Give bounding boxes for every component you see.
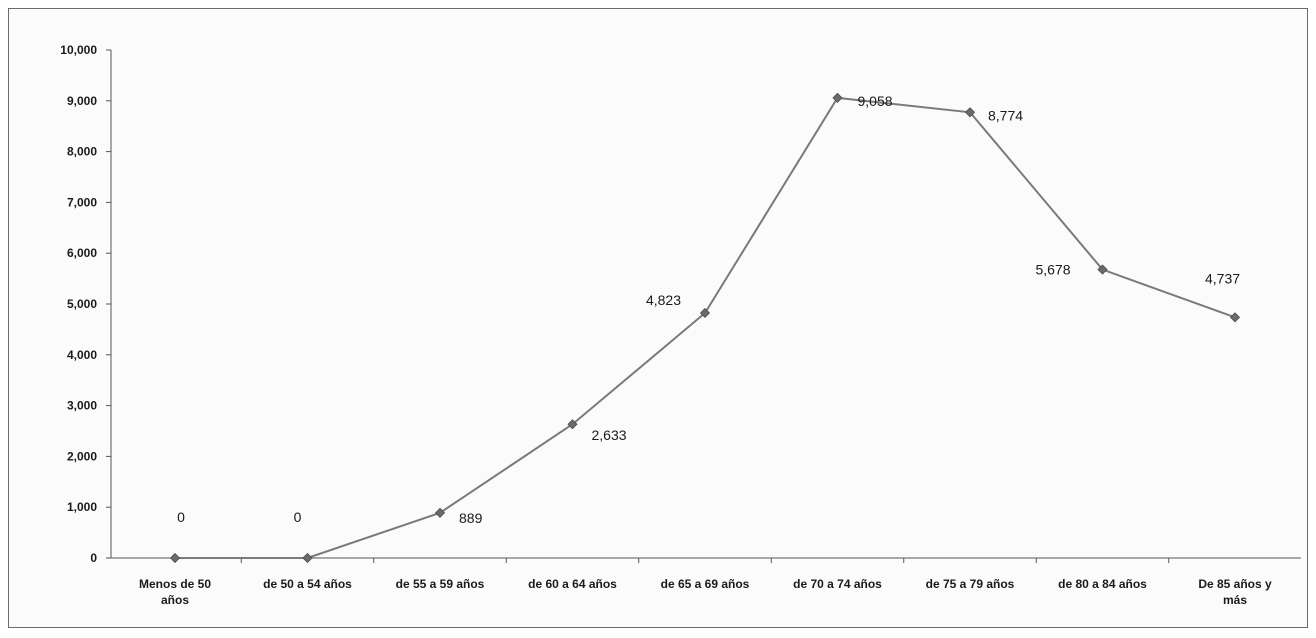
x-tick-label: de 65 a 69 años	[661, 577, 750, 591]
x-tick-label: de 55 a 59 años	[396, 577, 485, 591]
data-label-group: 0 0 889 2,633 4,823 9,058 8,774 5,678 4,737	[177, 93, 1240, 526]
y-tick-label: 7,000	[67, 195, 97, 209]
y-tick-label: 2,000	[67, 449, 97, 463]
data-point	[699, 307, 711, 319]
x-tick-label: de 60 a 64 años	[528, 577, 617, 591]
data-point	[302, 552, 313, 564]
axes: 0 1,000 2,000 3,000 4,000 5,000 6,000 7,000 8,00…	[60, 43, 1301, 607]
data-label: 4,823	[646, 292, 681, 308]
data-label: 9,058	[858, 93, 893, 109]
data-point	[434, 507, 446, 518]
x-tick-label: de 75 a 79 años	[926, 577, 1015, 591]
data-point	[1229, 312, 1241, 323]
data-point	[964, 107, 976, 118]
data-point	[832, 92, 843, 103]
x-tick-label: de 50 a 54 años	[263, 577, 352, 591]
y-tick-label: 9,000	[67, 94, 97, 108]
y-tick-label: 1,000	[67, 500, 97, 514]
data-label: 5,678	[1035, 262, 1070, 278]
data-point	[1097, 264, 1108, 275]
data-label: 889	[459, 510, 483, 526]
x-tick-label: de 80 a 84 años	[1058, 577, 1147, 591]
line-chart: 0 1,000 2,000 3,000 4,000 5,000 6,000 7,000 8,00…	[60, 43, 1301, 607]
series-line	[175, 96, 1236, 559]
x-tick-label: de 70 a 74 años	[793, 577, 882, 591]
marker-group	[169, 92, 1241, 564]
x-tick-label: Menos de 50 años	[139, 577, 211, 607]
data-label: 2,633	[592, 427, 627, 443]
y-tick-label: 3,000	[67, 399, 97, 413]
chart-frame: 0 1,000 2,000 3,000 4,000 5,000 6,000 7,000 8,00…	[8, 8, 1308, 628]
data-point	[567, 419, 578, 430]
y-tick-label: 0	[90, 551, 97, 565]
data-label: 0	[294, 509, 302, 525]
y-tick-label: 10,000	[60, 43, 97, 57]
x-tick-label: De 85 años y más	[1198, 577, 1272, 607]
data-label: 8,774	[988, 107, 1023, 123]
y-tick-label: 5,000	[67, 297, 97, 311]
data-point	[169, 552, 181, 564]
y-tick-label: 8,000	[67, 145, 97, 159]
series-line-group	[175, 96, 1236, 559]
y-tick-label: 6,000	[67, 246, 97, 260]
data-label: 4,737	[1205, 270, 1240, 286]
y-tick-label: 4,000	[67, 348, 97, 362]
data-label: 0	[177, 509, 185, 525]
